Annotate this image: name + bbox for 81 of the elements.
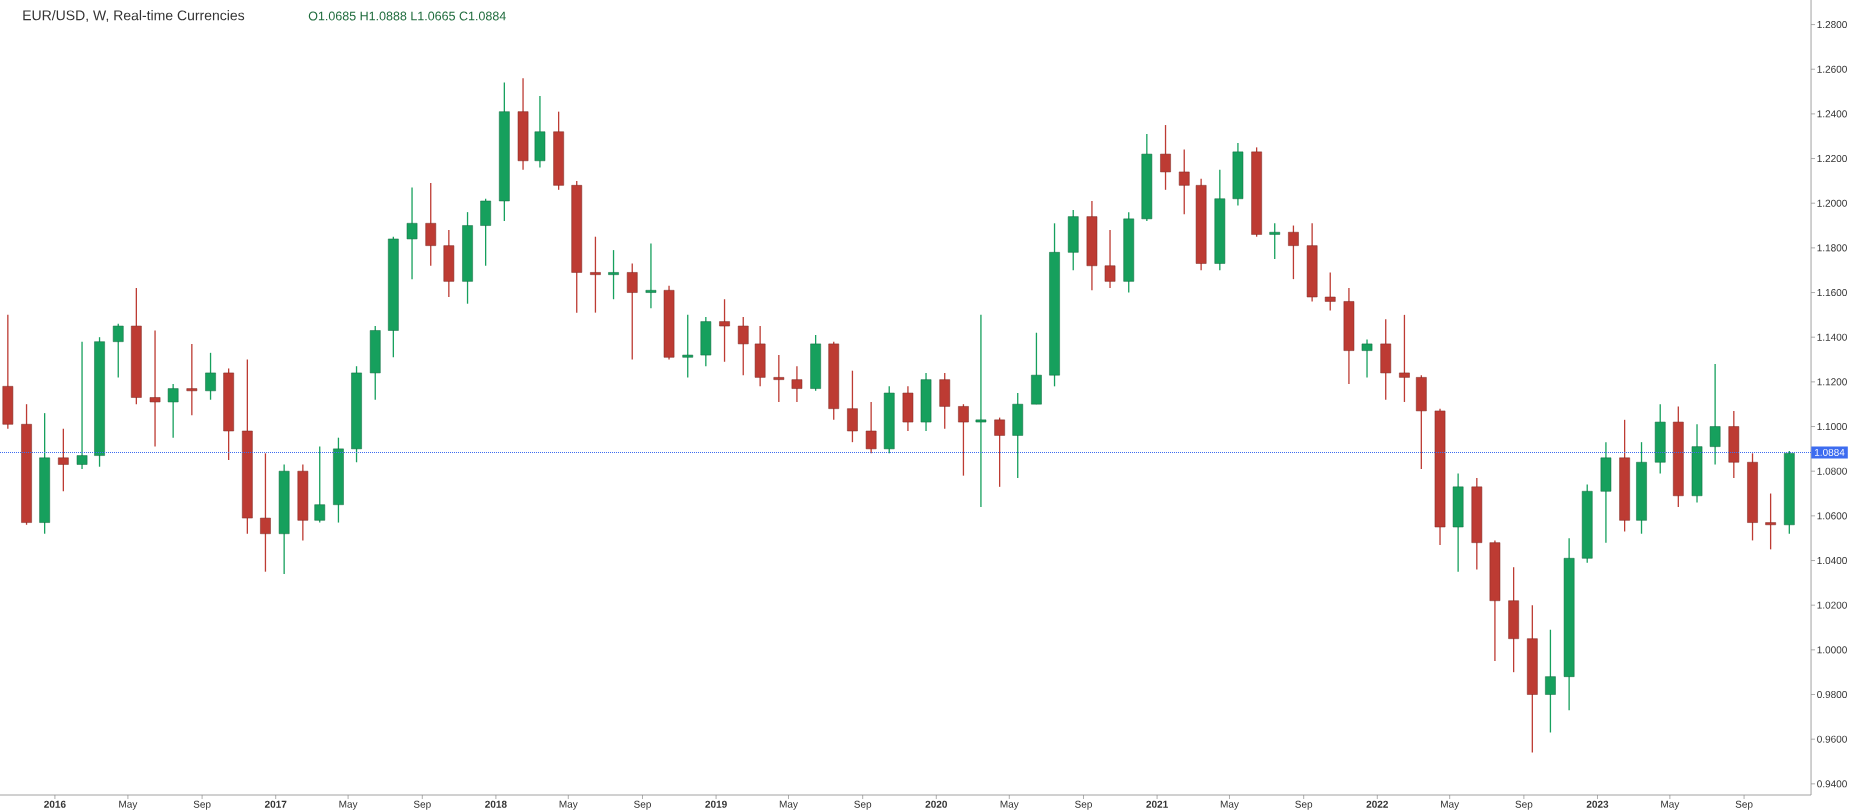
candlestick [1288, 224, 1299, 280]
candlestick [865, 401, 877, 454]
x-tick-label: 2017 [264, 800, 287, 808]
candlestick [112, 323, 124, 379]
candlestick [791, 365, 803, 403]
y-tick-label: 1.2400 [1817, 110, 1847, 118]
x-tick-label: Sep [634, 800, 651, 810]
x-tick-label: Sep [1075, 800, 1092, 810]
candlestick [314, 445, 326, 524]
y-tick-label: 1.2800 [1817, 21, 1847, 29]
x-tick-label: 2016 [44, 800, 66, 808]
candlestick [167, 383, 179, 439]
candlestick [1765, 492, 1776, 550]
x-tick-label: May [779, 800, 798, 810]
x-tick-label: 2019 [705, 800, 727, 808]
candlestick [608, 249, 619, 300]
y-tick-label: 1.0200 [1817, 601, 1847, 609]
y-tick-label: 0.9800 [1817, 690, 1847, 699]
x-tick-label: Sep [854, 800, 872, 810]
candlestick [1104, 229, 1116, 289]
x-tick-label: May [559, 800, 578, 810]
candlestick [1324, 271, 1336, 312]
candlestick [626, 262, 638, 361]
y-tick-label: 1.2600 [1817, 65, 1847, 73]
candlestick [1269, 222, 1281, 260]
candlestick [975, 314, 987, 508]
x-tick-label: May [1000, 800, 1019, 810]
candlestick [847, 370, 858, 443]
candlestick [406, 186, 418, 280]
candlestick [682, 314, 694, 379]
x-tick-label: 2022 [1366, 800, 1388, 808]
x-tick-label: Sep [1515, 800, 1533, 810]
y-tick-label: 1.0400 [1817, 556, 1847, 565]
candlestick [1160, 124, 1171, 191]
text: EUR/USD, W, Real-time Currencies [23, 10, 245, 22]
candlestick [1361, 338, 1373, 379]
candlestick [425, 182, 437, 267]
x-tick-label: 2018 [485, 800, 507, 808]
candlestick [958, 403, 969, 477]
candlestick [76, 341, 88, 470]
candlestick [205, 352, 216, 401]
candlestick [58, 428, 69, 492]
y-tick-label: 1.1400 [1817, 333, 1847, 341]
y-tick-label: 0.9400 [1817, 780, 1847, 788]
candlestick [737, 316, 749, 376]
x-tick-label: May [1661, 800, 1680, 810]
x-tick-label: Sep [1295, 800, 1313, 810]
y-tick-label: 1.2000 [1817, 199, 1847, 207]
x-tick-label: Sep [1735, 800, 1753, 810]
x-tick-label: Sep [193, 800, 211, 810]
ref-line-label: 1.0884 [1815, 448, 1845, 456]
candlestick [1178, 148, 1190, 216]
y-tick-label: 1.2200 [1817, 155, 1847, 163]
y-tick-label: 1.1800 [1817, 244, 1847, 252]
x-tick-label: May [339, 800, 358, 810]
candlestick [645, 242, 657, 309]
text: O1.0685 H1.0888 L1.0665 C1.0884 [308, 11, 506, 21]
y-tick-label: 1.1000 [1817, 422, 1847, 431]
x-tick-label: May [1220, 800, 1239, 810]
y-tick-label: 0.9600 [1817, 735, 1847, 743]
candlestick [1545, 629, 1556, 734]
candlestick [260, 452, 271, 573]
candlestick [719, 298, 730, 363]
candlestick [1709, 363, 1721, 466]
y-tick-label: 1.1200 [1817, 378, 1847, 386]
candlestick [994, 416, 1005, 488]
y-tick-label: 1.0600 [1817, 512, 1847, 520]
candlestick [186, 343, 198, 417]
candlestick [773, 354, 785, 403]
x-tick-label: May [1441, 800, 1460, 810]
candlestick [1399, 314, 1410, 403]
y-tick-label: 1.0800 [1817, 467, 1847, 475]
x-tick-label: 2020 [925, 800, 948, 808]
x-tick-label: May [119, 800, 138, 810]
y-tick-label: 1.0000 [1817, 646, 1847, 654]
x-tick-label: 2023 [1586, 800, 1609, 808]
y-tick-label: 1.1600 [1817, 289, 1847, 297]
candlestick [149, 329, 161, 448]
x-tick-label: Sep [413, 800, 431, 810]
x-tick-label: 2021 [1146, 800, 1168, 808]
candlestick [590, 236, 601, 314]
